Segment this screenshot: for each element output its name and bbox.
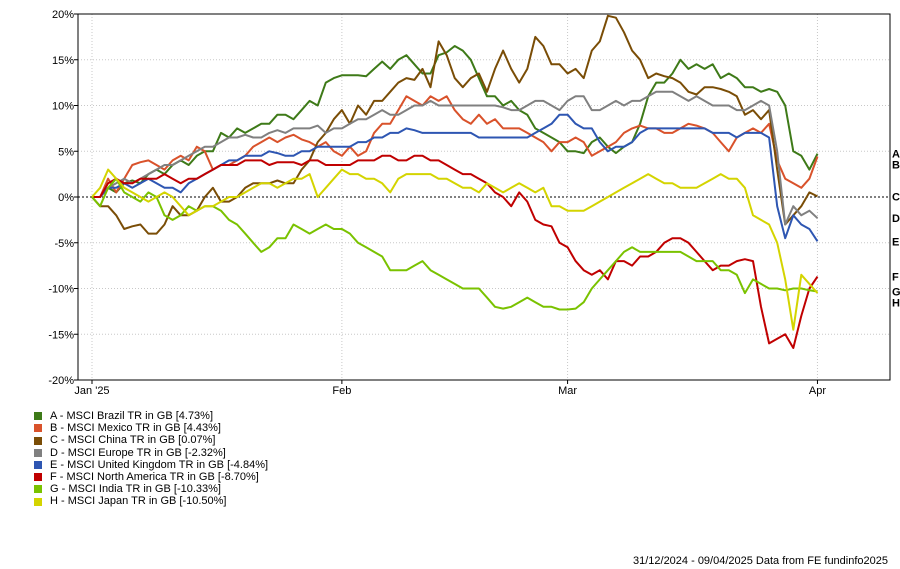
y-tick-label: 0% xyxy=(58,192,74,204)
legend-label: H - MSCI Japan TR in GB [-10.50%] xyxy=(50,495,227,508)
legend-swatch xyxy=(34,473,42,482)
legend-label: B - MSCI Mexico TR in GB [4.43%] xyxy=(50,422,221,435)
chart-legend: A - MSCI Brazil TR in GB [4.73%] B - MSCI… xyxy=(34,410,268,508)
legend-swatch xyxy=(34,412,42,421)
legend-item-b: B - MSCI Mexico TR in GB [4.43%] xyxy=(34,422,268,434)
y-tick-label: 20% xyxy=(52,9,74,21)
legend-item-h: H - MSCI Japan TR in GB [-10.50%] xyxy=(34,495,268,507)
end-label-d: D xyxy=(892,213,900,225)
y-tick-label: 10% xyxy=(52,101,74,113)
y-tick-label: -20% xyxy=(48,375,74,387)
series-end-labels: AB CDE FGH xyxy=(892,149,900,310)
end-label-f: F xyxy=(892,272,899,284)
series-line-a xyxy=(92,45,819,198)
legend-label: F - MSCI North America TR in GB [-8.70%] xyxy=(50,471,259,484)
end-label-c: C xyxy=(892,191,900,203)
y-tick-label: -5% xyxy=(54,238,74,250)
y-axis-ticks: -20% -15% -10% -5% 0% 5% 10% 15% 20% xyxy=(48,9,78,387)
x-axis-ticks: Jan '25 Feb Mar Apr xyxy=(74,380,826,397)
series-line-d xyxy=(92,90,819,226)
y-tick-label: -15% xyxy=(48,329,74,341)
x-tick-label: Apr xyxy=(809,385,826,397)
y-tick-label: 15% xyxy=(52,55,74,67)
legend-item-e: E - MSCI United Kingdom TR in GB [-4.84%… xyxy=(34,459,268,471)
legend-label: E - MSCI United Kingdom TR in GB [-4.84%… xyxy=(50,458,269,471)
end-label-g: G xyxy=(892,287,900,299)
end-label-e: E xyxy=(892,236,899,248)
footer-source: 31/12/2024 - 09/04/2025 Data from FE fun… xyxy=(632,555,888,567)
legend-swatch xyxy=(34,424,42,433)
series-line-h xyxy=(91,168,819,331)
legend-item-g: G - MSCI India TR in GB [-10.33%] xyxy=(34,483,268,495)
legend-swatch xyxy=(34,497,42,506)
series-line-g xyxy=(91,177,818,311)
legend-label: G - MSCI India TR in GB [-10.33%] xyxy=(50,483,221,496)
plot-frame xyxy=(77,13,891,381)
legend-swatch xyxy=(34,460,42,469)
end-label-h: H xyxy=(892,298,900,310)
legend-label: C - MSCI China TR in GB [0.07%] xyxy=(50,434,216,447)
end-label-a: A xyxy=(892,149,900,161)
legend-item-d: D - MSCI Europe TR in GB [-2.32%] xyxy=(34,447,268,459)
legend-swatch xyxy=(34,485,42,494)
legend-swatch xyxy=(34,448,42,457)
x-tick-label: Jan '25 xyxy=(74,385,109,397)
y-tick-label: 5% xyxy=(58,146,74,158)
end-label-b: B xyxy=(892,160,900,172)
y-tick-label: -10% xyxy=(48,284,74,296)
grid-lines xyxy=(78,13,890,381)
series-line-c xyxy=(91,14,818,235)
legend-swatch xyxy=(34,436,42,445)
legend-item-a: A - MSCI Brazil TR in GB [4.73%] xyxy=(34,410,268,422)
legend-item-f: F - MSCI North America TR in GB [-8.70%] xyxy=(34,471,268,483)
series-line-f xyxy=(92,154,819,349)
legend-item-c: C - MSCI China TR in GB [0.07%] xyxy=(34,434,268,446)
x-tick-label: Feb xyxy=(332,385,351,397)
series-line-e xyxy=(92,113,819,242)
legend-label: D - MSCI Europe TR in GB [-2.32%] xyxy=(50,446,226,459)
series-lines xyxy=(91,14,819,349)
legend-label: A - MSCI Brazil TR in GB [4.73%] xyxy=(50,410,214,422)
x-tick-label: Mar xyxy=(558,385,577,397)
line-chart: -20% -15% -10% -5% 0% 5% 10% 15% 20% Jan '25 Feb M… xyxy=(48,9,900,397)
